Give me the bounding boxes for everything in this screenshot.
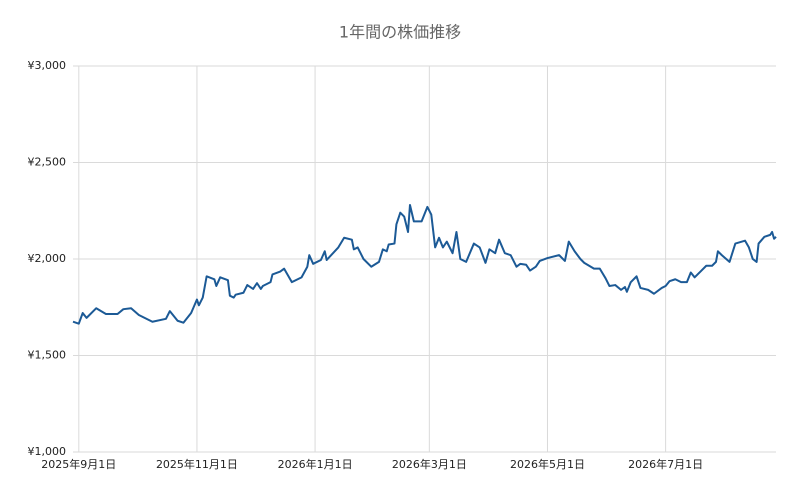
x-tick-label: 2026年7月1日 bbox=[628, 457, 703, 471]
x-tick-label: 2025年9月1日 bbox=[41, 457, 116, 471]
chart-title: 1年間の株価推移 bbox=[339, 23, 461, 42]
x-tick-label: 2025年11月1日 bbox=[156, 457, 238, 471]
y-tick-label: ¥1,500 bbox=[28, 349, 67, 362]
y-tick-label: ¥3,000 bbox=[28, 59, 67, 72]
y-tick-label: ¥2,000 bbox=[28, 252, 67, 265]
x-tick-label: 2026年5月1日 bbox=[510, 457, 585, 471]
x-tick-label: 2026年1月1日 bbox=[278, 457, 353, 471]
x-tick-label: 2026年3月1日 bbox=[392, 457, 467, 471]
price-line bbox=[72, 203, 777, 325]
y-tick-label: ¥2,500 bbox=[28, 156, 67, 169]
y-tick-label: ¥1,000 bbox=[28, 445, 67, 458]
